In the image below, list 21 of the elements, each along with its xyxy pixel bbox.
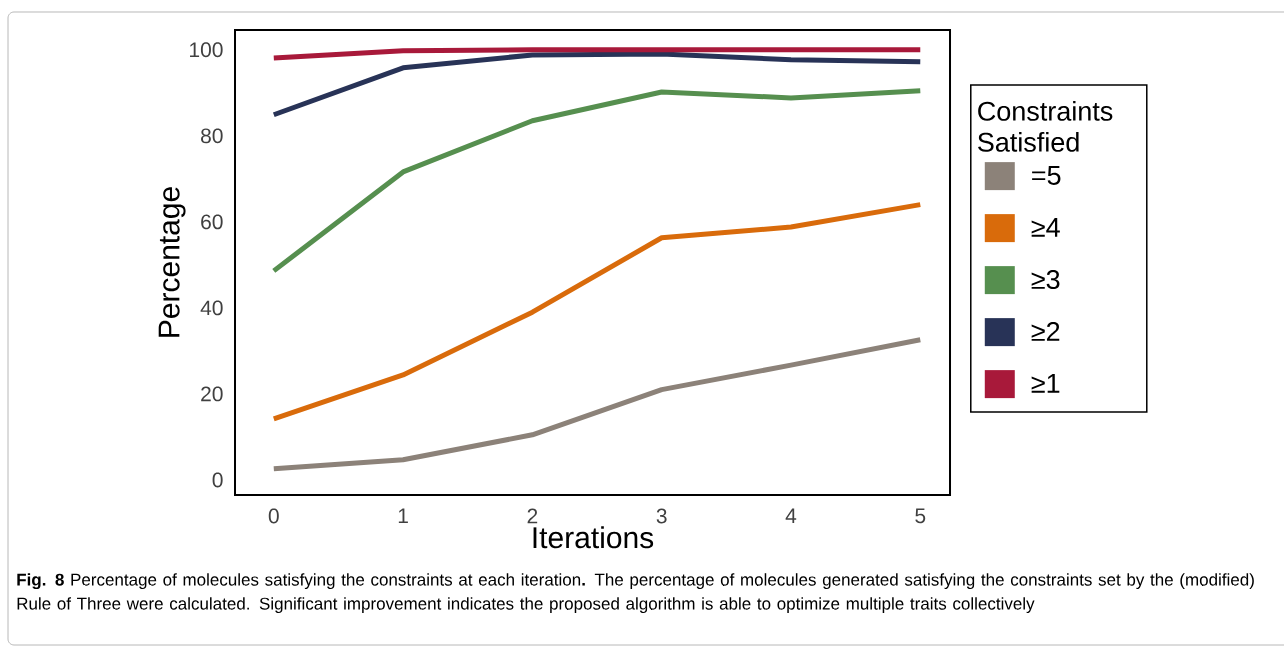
x-axis-title: Iterations: [533, 526, 654, 549]
x-tick-label: 2: [527, 508, 538, 524]
y-tick-label: 20: [201, 386, 223, 402]
legend-label: ≥3: [1031, 269, 1060, 290]
y-tick-label: 0: [212, 472, 223, 488]
x-tick-label: 4: [785, 508, 797, 523]
y-tick-label: 60: [201, 214, 223, 230]
x-tick-label: 1: [398, 508, 408, 523]
y-tick-label: 80: [201, 128, 223, 144]
legend-label: ≥2: [1031, 321, 1060, 341]
y-tick-label: 40: [200, 300, 223, 316]
x-tick-label: 0: [268, 508, 279, 524]
x-tick-label: 5: [915, 508, 926, 524]
legend-title: Constraints Satisfied: [978, 100, 1113, 152]
y-tick-label: 100: [190, 42, 223, 58]
y-axis-title: Percentage: [158, 187, 186, 337]
legend-label: =5: [1032, 166, 1061, 185]
legend-label: ≥4: [1031, 218, 1060, 237]
text: Fig. 8 Percentage of molecules satisfying the constraints at each iteration. The percentage of molecules generated satisfying the constraints set by the (modified) Rule of Three were calculated. Significant improvement indicates the proposed algorithm is able to optimize multiple traits collectively: [17, 573, 1254, 614]
x-tick-label: 3: [656, 508, 667, 524]
legend-label: ≥1: [1031, 374, 1060, 393]
